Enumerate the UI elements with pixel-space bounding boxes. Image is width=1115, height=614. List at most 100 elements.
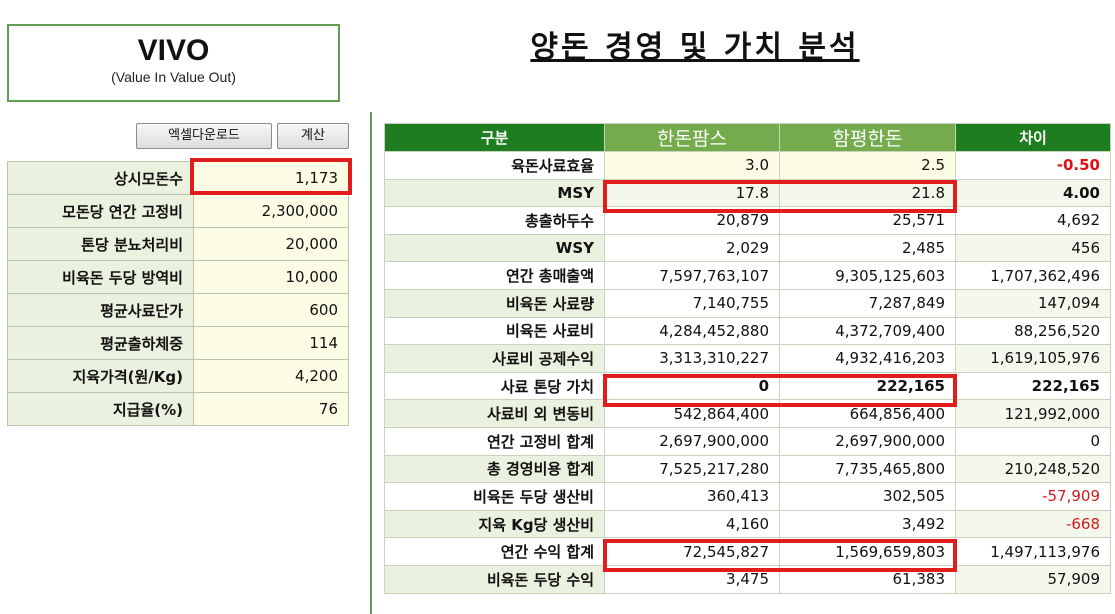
- row-label: 사료비 공제수익: [384, 344, 605, 373]
- input-value-ship-weight[interactable]: 114: [193, 326, 349, 360]
- cell-farm-b: 2.5: [779, 151, 956, 180]
- cell-diff: 88,256,520: [955, 316, 1111, 346]
- row-label: 총 경영비용 합계: [384, 454, 605, 484]
- input-row: 비육돈 두당 방역비 10,000: [7, 260, 349, 294]
- cell-diff: 222,165: [955, 371, 1111, 401]
- cell-farm-b: 2,697,900,000: [779, 426, 956, 456]
- cell-farm-b: 1,569,659,803: [779, 537, 956, 566]
- cell-farm-b: 61,383: [779, 564, 956, 594]
- row-label: 연간 고정비 합계: [384, 426, 605, 456]
- cell-farm-a: 3,475: [604, 564, 780, 594]
- logo-box: VIVO (Value In Value Out): [7, 24, 340, 102]
- cell-diff: 0: [955, 426, 1111, 456]
- input-row: 평균출하체중 114: [7, 326, 349, 360]
- row-label: 연간 총매출액: [384, 261, 605, 290]
- cell-diff: 1,707,362,496: [955, 261, 1111, 290]
- cell-farm-b: 302,505: [779, 482, 956, 511]
- header-diff: 차이: [955, 123, 1111, 152]
- row-label: 사료 톤당 가치: [384, 371, 605, 401]
- cell-farm-a: 0: [604, 371, 780, 401]
- cell-farm-b: 2,485: [779, 233, 956, 263]
- input-value-payment-rate[interactable]: 76: [193, 392, 349, 426]
- analysis-header-row: 구분 한돈팜스 함평한돈 차이: [384, 123, 1111, 152]
- input-value-fixed-cost[interactable]: 2,300,000: [193, 194, 349, 228]
- cell-diff: 4,692: [955, 206, 1111, 235]
- cell-diff: -0.50: [955, 151, 1111, 180]
- table-row: 연간 고정비 합계 2,697,900,000 2,697,900,000 0: [384, 426, 1111, 456]
- row-label: 사료비 외 변동비: [384, 399, 605, 428]
- input-row: 지급율(%) 76: [7, 392, 349, 426]
- cell-diff: 121,992,000: [955, 399, 1111, 428]
- excel-download-button[interactable]: 엑셀다운로드: [136, 123, 272, 149]
- table-row: 연간 수익 합계 72,545,827 1,569,659,803 1,497,113…: [384, 537, 1111, 566]
- input-label: 상시모돈수: [7, 161, 194, 195]
- row-label: 비육돈 사료비: [384, 316, 605, 346]
- cell-farm-a: 4,160: [604, 509, 780, 539]
- input-label: 비육돈 두당 방역비: [7, 260, 194, 294]
- cell-farm-a: 7,525,217,280: [604, 454, 780, 484]
- table-row: 연간 총매출액 7,597,763,107 9,305,125,603 1,707,3…: [384, 261, 1111, 290]
- input-value-vaccine-cost[interactable]: 10,000: [193, 260, 349, 294]
- row-label: 비육돈 두당 수익: [384, 564, 605, 594]
- cell-farm-a: 2,029: [604, 233, 780, 263]
- header-farm-b: 함평한돈: [779, 123, 956, 152]
- cell-farm-a: 3.0: [604, 151, 780, 180]
- cell-farm-a: 3,313,310,227: [604, 344, 780, 373]
- input-row: 모돈당 연간 고정비 2,300,000: [7, 194, 349, 228]
- cell-diff: 456: [955, 233, 1111, 263]
- input-label: 지육가격(원/Kg): [7, 359, 194, 393]
- input-label: 톤당 분뇨처리비: [7, 227, 194, 261]
- row-label: WSY: [384, 233, 605, 263]
- input-label: 지급율(%): [7, 392, 194, 426]
- table-row: 사료 톤당 가치 0 222,165 222,165: [384, 371, 1111, 401]
- row-label: 육돈사료효율: [384, 151, 605, 180]
- cell-diff: 57,909: [955, 564, 1111, 594]
- table-row: 비육돈 사료비 4,284,452,880 4,372,709,400 88,256,…: [384, 316, 1111, 346]
- cell-farm-b: 9,305,125,603: [779, 261, 956, 290]
- table-row: MSY 17.8 21.8 4.00: [384, 178, 1111, 208]
- input-row: 지육가격(원/Kg) 4,200: [7, 359, 349, 393]
- cell-diff: 210,248,520: [955, 454, 1111, 484]
- cell-diff: 1,619,105,976: [955, 344, 1111, 373]
- cell-farm-b: 222,165: [779, 371, 956, 401]
- calculate-button[interactable]: 계산: [277, 123, 349, 149]
- cell-diff: 1,497,113,976: [955, 537, 1111, 566]
- page-title: 양돈 경영 및 가치 분석: [530, 30, 860, 65]
- divider-line: [370, 112, 372, 614]
- input-label: 평균사료단가: [7, 293, 194, 327]
- analysis-table: 구분 한돈팜스 함평한돈 차이 육돈사료효율 3.0 2.5 -0.50 MSY 17.…: [384, 123, 1111, 594]
- row-label: 비육돈 두당 생산비: [384, 482, 605, 511]
- cell-farm-b: 7,287,849: [779, 288, 956, 318]
- table-row: 비육돈 두당 수익 3,475 61,383 57,909: [384, 564, 1111, 594]
- cell-farm-b: 664,856,400: [779, 399, 956, 428]
- table-row: WSY 2,029 2,485 456: [384, 233, 1111, 263]
- header-category: 구분: [384, 123, 605, 152]
- cell-farm-b: 4,932,416,203: [779, 344, 956, 373]
- cell-farm-a: 7,597,763,107: [604, 261, 780, 290]
- cell-farm-b: 3,492: [779, 509, 956, 539]
- cell-farm-b: 21.8: [779, 178, 956, 208]
- input-parameters-table: 상시모돈수 1,173 모돈당 연간 고정비 2,300,000 톤당 분뇨처리비 2…: [7, 161, 349, 426]
- row-label: 지육 Kg당 생산비: [384, 509, 605, 539]
- input-value-manure-cost[interactable]: 20,000: [193, 227, 349, 261]
- cell-farm-b: 25,571: [779, 206, 956, 235]
- cell-farm-a: 360,413: [604, 482, 780, 511]
- input-row: 상시모돈수 1,173: [7, 161, 349, 195]
- cell-farm-a: 2,697,900,000: [604, 426, 780, 456]
- cell-farm-a: 17.8: [604, 178, 780, 208]
- table-row: 사료비 공제수익 3,313,310,227 4,932,416,203 1,619,…: [384, 344, 1111, 373]
- input-value-feed-price[interactable]: 600: [193, 293, 349, 327]
- input-label: 평균출하체중: [7, 326, 194, 360]
- table-row: 총 경영비용 합계 7,525,217,280 7,735,465,800 210,2…: [384, 454, 1111, 484]
- input-value-sows[interactable]: 1,173: [193, 161, 349, 195]
- table-row: 사료비 외 변동비 542,864,400 664,856,400 121,992,0…: [384, 399, 1111, 428]
- row-label: 연간 수익 합계: [384, 537, 605, 566]
- cell-diff: 4.00: [955, 178, 1111, 208]
- input-row: 평균사료단가 600: [7, 293, 349, 327]
- input-label: 모돈당 연간 고정비: [7, 194, 194, 228]
- cell-farm-a: 20,879: [604, 206, 780, 235]
- input-row: 톤당 분뇨처리비 20,000: [7, 227, 349, 261]
- cell-farm-a: 542,864,400: [604, 399, 780, 428]
- logo-title: VIVO: [137, 34, 210, 67]
- input-value-carcass-price[interactable]: 4,200: [193, 359, 349, 393]
